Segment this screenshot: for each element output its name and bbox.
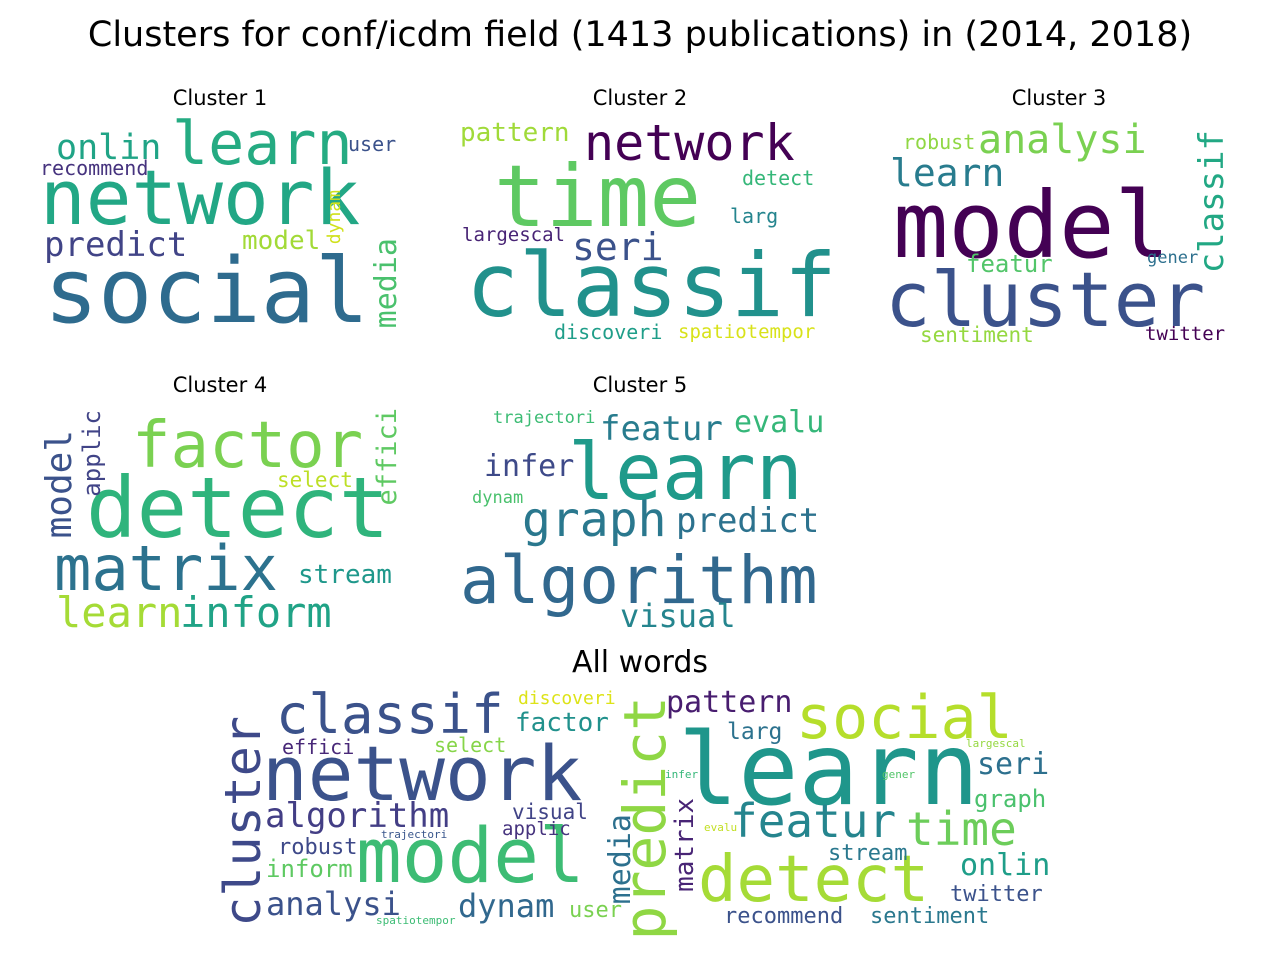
word-graph: graph: [522, 492, 667, 548]
word-graph: graph: [974, 785, 1047, 813]
word-onlin: onlin: [960, 848, 1051, 883]
word-select: select: [277, 468, 353, 492]
word-recommend: recommend: [724, 904, 844, 929]
word-network: network: [40, 153, 361, 242]
word-learn: learn: [56, 588, 183, 637]
all-words-title: All words: [571, 645, 709, 680]
word-robust: robust: [903, 130, 976, 154]
word-time: time: [906, 802, 1017, 856]
word-robust: robust: [278, 835, 358, 860]
cluster-5-title: Cluster 5: [592, 373, 688, 397]
word-applic: applic: [78, 410, 106, 497]
word-largescal: largescal: [966, 737, 1026, 750]
word-factor: factor: [515, 708, 609, 738]
word-sentiment: sentiment: [920, 323, 1034, 347]
word-detect: detect: [698, 843, 930, 917]
word-user: user: [569, 898, 622, 923]
word-algorithm: algorithm: [265, 796, 450, 836]
word-network: network: [262, 729, 583, 818]
word-recommend: recommend: [40, 156, 149, 180]
word-factor: factor: [132, 409, 364, 483]
word-learn: learn: [568, 428, 803, 518]
word-visual: visual: [512, 800, 588, 824]
word-gener: gener: [882, 768, 916, 781]
word-model: model: [242, 226, 321, 256]
word-social: social: [796, 683, 1013, 753]
word-featur: featur: [600, 409, 723, 449]
word-time: time: [494, 147, 702, 247]
word-social: social: [44, 239, 370, 344]
word-learn: learn: [172, 109, 353, 179]
word-media: media: [603, 814, 638, 905]
word-applic: applic: [502, 818, 571, 840]
word-inform: inform: [266, 855, 353, 883]
word-larg: larg: [730, 204, 779, 228]
word-matrix: matrix: [670, 798, 700, 892]
word-infer: infer: [665, 768, 699, 781]
word-visual: visual: [620, 597, 736, 635]
word-largescal: largescal: [462, 224, 565, 246]
word-detect: detect: [742, 166, 815, 190]
word-learn: learn: [678, 711, 980, 828]
word-onlin: onlin: [56, 128, 162, 168]
word-model: model: [356, 811, 585, 900]
word-stream: stream: [298, 560, 392, 590]
word-twitter: twitter: [1145, 323, 1226, 345]
word-matrix: matrix: [54, 532, 278, 605]
word-analysi: analysi: [266, 885, 401, 923]
word-effici: effici: [372, 408, 403, 506]
word-predict: predict: [676, 501, 820, 541]
word-dynam: dynam: [324, 190, 345, 245]
word-seri: seri: [977, 747, 1050, 782]
word-inform: inform: [180, 588, 332, 637]
word-classif: classif: [1192, 130, 1232, 274]
word-analysi: analysi: [978, 117, 1147, 163]
cluster-2-title: Cluster 2: [592, 86, 688, 110]
word-gener: gener: [1147, 248, 1199, 268]
word-twitter: twitter: [950, 882, 1043, 907]
word-model: model: [893, 172, 1170, 279]
word-network: network: [584, 114, 795, 172]
word-select: select: [434, 733, 507, 757]
word-classif: classif: [276, 683, 504, 746]
word-sentiment: sentiment: [870, 904, 990, 929]
word-cluster: cluster: [885, 255, 1206, 344]
word-detect: detect: [86, 459, 390, 557]
word-discoveri: discoveri: [554, 320, 663, 344]
word-user: user: [348, 132, 397, 156]
word-discoveri: discoveri: [518, 688, 616, 709]
word-effici: effici: [282, 735, 355, 759]
word-stream: stream: [828, 841, 908, 866]
word-predict: predict: [44, 225, 188, 265]
word-spatiotempor: spatiotempor: [376, 914, 456, 927]
word-evalu: evalu: [704, 821, 738, 834]
word-featur: featur: [730, 794, 897, 848]
cluster-3-title: Cluster 3: [1011, 86, 1107, 110]
word-model: model: [39, 430, 80, 539]
word-infer: infer: [484, 449, 575, 484]
word-spatiotempor: spatiotempor: [678, 321, 816, 343]
word-larg: larg: [727, 719, 783, 745]
cluster-4-title: Cluster 4: [172, 373, 268, 397]
word-media: media: [369, 238, 404, 329]
word-algorithm: algorithm: [460, 542, 818, 619]
word-pattern: pattern: [666, 685, 793, 720]
word-classif: classif: [466, 234, 837, 337]
word-learn: learn: [890, 151, 1005, 195]
word-pattern: pattern: [460, 118, 570, 148]
word-cluster: cluster: [214, 716, 272, 927]
word-trajectori: trajectori: [381, 828, 448, 841]
word-dynam: dynam: [458, 887, 555, 925]
word-featur: featur: [966, 250, 1053, 278]
cluster-1-title: Cluster 1: [172, 86, 268, 110]
word-trajectori: trajectori: [493, 408, 596, 428]
word-evalu: evalu: [734, 405, 825, 440]
figure-title: Clusters for conf/icdm field (1413 publi…: [87, 15, 1193, 55]
word-dynam: dynam: [472, 488, 524, 508]
word-seri: seri: [572, 225, 664, 269]
